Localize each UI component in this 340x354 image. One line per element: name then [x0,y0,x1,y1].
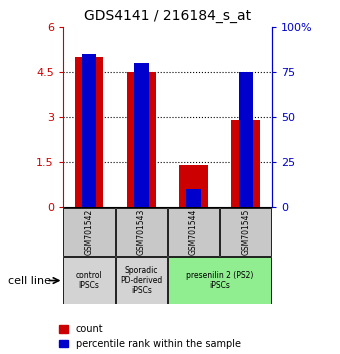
Text: control
IPSCs: control IPSCs [76,271,102,290]
Title: GDS4141 / 216184_s_at: GDS4141 / 216184_s_at [84,9,251,23]
Bar [232,120,260,207]
FancyBboxPatch shape [116,257,167,304]
FancyBboxPatch shape [116,207,167,256]
Legend: count, percentile rank within the sample: count, percentile rank within the sample [59,324,241,349]
Bar [186,189,201,207]
FancyBboxPatch shape [168,257,271,304]
Bar [75,57,103,207]
Text: presenilin 2 (PS2)
iPSCs: presenilin 2 (PS2) iPSCs [186,271,253,290]
Text: cell line: cell line [8,276,51,286]
Text: Sporadic
PD-derived
iPSCs: Sporadic PD-derived iPSCs [120,266,163,296]
Text: GSM701545: GSM701545 [241,209,250,255]
Bar [179,165,208,207]
FancyBboxPatch shape [64,257,115,304]
FancyBboxPatch shape [220,207,271,256]
Bar [127,72,156,207]
FancyBboxPatch shape [64,207,115,256]
Bar [82,54,96,207]
Text: GSM701542: GSM701542 [85,209,94,255]
Bar [239,72,253,207]
Text: GSM701543: GSM701543 [137,209,146,255]
Text: GSM701544: GSM701544 [189,209,198,255]
FancyBboxPatch shape [168,207,219,256]
Bar [134,63,149,207]
